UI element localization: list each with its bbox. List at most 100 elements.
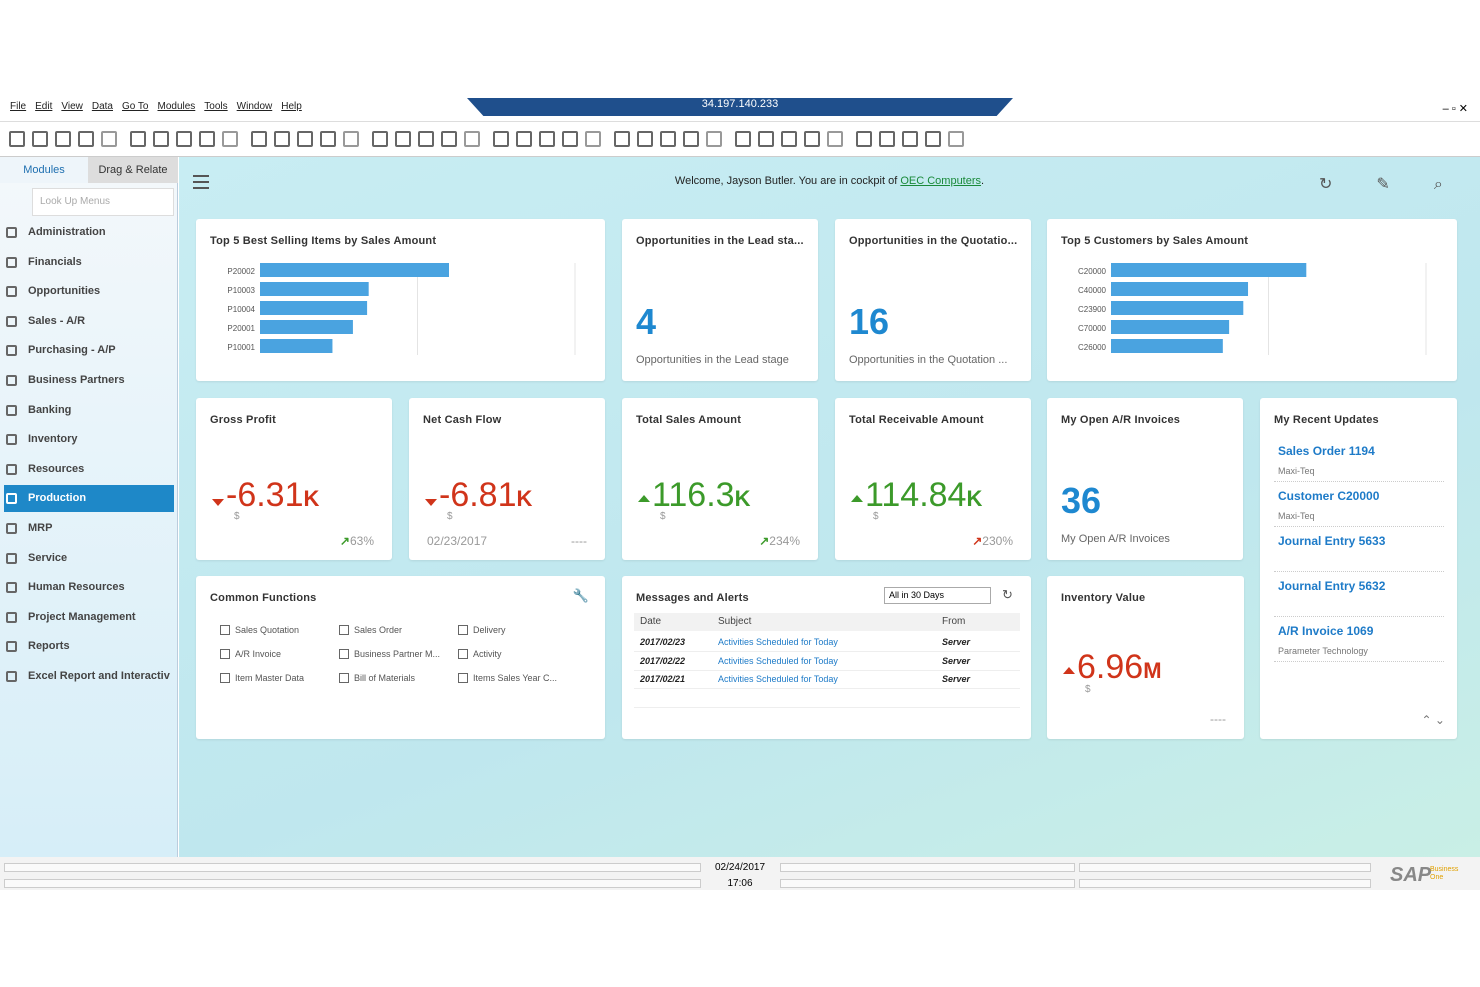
- update-title[interactable]: Journal Entry 5633: [1278, 534, 1386, 548]
- sidebar-tab[interactable]: Drag & Relate: [88, 157, 178, 183]
- module-item[interactable]: Reports: [4, 633, 174, 660]
- toolbar-icon[interactable]: [418, 131, 434, 147]
- settings-icon[interactable]: 🔧: [572, 588, 589, 603]
- function-link[interactable]: Bill of Materials: [339, 673, 415, 683]
- module-item[interactable]: Opportunities: [4, 278, 174, 305]
- module-item[interactable]: Service: [4, 545, 174, 572]
- function-link[interactable]: Sales Quotation: [220, 625, 299, 635]
- refresh[interactable]: ↻: [1002, 587, 1013, 602]
- menu-item[interactable]: Tools: [204, 101, 228, 112]
- function-link[interactable]: Items Sales Year C...: [458, 673, 557, 683]
- menu-toggle[interactable]: [193, 175, 209, 189]
- toolbar-icon[interactable]: [735, 131, 751, 147]
- function-link[interactable]: A/R Invoice: [220, 649, 281, 659]
- toolbar-icon[interactable]: [902, 131, 918, 147]
- module-item[interactable]: Purchasing - A/P: [4, 337, 174, 364]
- update-title[interactable]: A/R Invoice 1069: [1278, 624, 1374, 638]
- kpi-value: 114.84K: [851, 476, 982, 515]
- toolbar-icon[interactable]: [372, 131, 388, 147]
- toolbar-icon[interactable]: [758, 131, 774, 147]
- toolbar-icon[interactable]: [804, 131, 820, 147]
- menu-item[interactable]: Edit: [35, 101, 53, 112]
- toolbar-icon[interactable]: [130, 131, 146, 147]
- toolbar-icon[interactable]: [343, 131, 359, 147]
- module-item[interactable]: Inventory: [4, 426, 174, 453]
- toolbar-icon[interactable]: [683, 131, 699, 147]
- menu-item[interactable]: Help: [281, 101, 302, 112]
- module-item[interactable]: Banking: [4, 397, 174, 424]
- toolbar-icon[interactable]: [153, 131, 169, 147]
- module-item[interactable]: Sales - A/R: [4, 308, 174, 335]
- toolbar-icon[interactable]: [660, 131, 676, 147]
- toolbar-icon[interactable]: [274, 131, 290, 147]
- header-actions[interactable]: ↻✎⌕: [1319, 176, 1480, 193]
- toolbar-icon[interactable]: [539, 131, 555, 147]
- module-item[interactable]: Excel Report and Interactiv: [4, 663, 174, 690]
- menu-item[interactable]: Modules: [157, 101, 196, 112]
- bar: [260, 339, 333, 353]
- toolbar-icon[interactable]: [78, 131, 94, 147]
- toolbar-icon[interactable]: [9, 131, 25, 147]
- count-caption: Opportunities in the Quotation ...: [849, 354, 1008, 366]
- toolbar-icon[interactable]: [32, 131, 48, 147]
- toolbar-icon[interactable]: [199, 131, 215, 147]
- toolbar-icon[interactable]: [101, 131, 117, 147]
- sidebar-tab[interactable]: Modules: [0, 157, 88, 183]
- toolbar-icon[interactable]: [562, 131, 578, 147]
- toolbar-icon[interactable]: [297, 131, 313, 147]
- function-link[interactable]: Sales Order: [339, 625, 402, 635]
- toolbar-icon[interactable]: [493, 131, 509, 147]
- module-item[interactable]: Resources: [4, 456, 174, 483]
- function-link[interactable]: Activity: [458, 649, 502, 659]
- toolbar-icon[interactable]: [781, 131, 797, 147]
- function-link[interactable]: Business Partner M...: [339, 649, 440, 659]
- module-item[interactable]: Project Management: [4, 604, 174, 631]
- function-link[interactable]: Item Master Data: [220, 673, 304, 683]
- toolbar-icon[interactable]: [925, 131, 941, 147]
- company-link[interactable]: OEC Computers: [900, 175, 982, 187]
- menu-item[interactable]: Go To: [121, 101, 149, 112]
- toolbar-icon[interactable]: [320, 131, 336, 147]
- search-box[interactable]: Look Up Menus: [32, 188, 174, 216]
- update-title[interactable]: Customer C20000: [1278, 489, 1380, 503]
- toolbar-icon[interactable]: [176, 131, 192, 147]
- toolbar-icon[interactable]: [395, 131, 411, 147]
- toolbar-icon[interactable]: [879, 131, 895, 147]
- alert-link[interactable]: Activities Scheduled for Today: [718, 655, 838, 666]
- update-title[interactable]: Sales Order 1194: [1278, 444, 1375, 458]
- alert-link[interactable]: Activities Scheduled for Today: [718, 674, 838, 684]
- kpi-unit: K: [303, 486, 320, 511]
- module-item[interactable]: Business Partners: [4, 367, 174, 394]
- menu-item[interactable]: Data: [91, 101, 113, 112]
- toolbar-icon[interactable]: [441, 131, 457, 147]
- function-link[interactable]: Delivery: [458, 625, 506, 635]
- module-item[interactable]: Administration: [4, 219, 174, 246]
- welcome-text: Welcome, Jayson Butler. You are in cockp…: [674, 175, 901, 187]
- toolbar-icon[interactable]: [827, 131, 843, 147]
- menu-item[interactable]: File: [10, 101, 27, 112]
- module-item[interactable]: MRP: [4, 515, 174, 542]
- window-controls[interactable]: – ▫ ✕: [1442, 103, 1468, 115]
- module-item[interactable]: Human Resources: [4, 574, 174, 601]
- status-date: 02/24/2017: [714, 862, 766, 873]
- module-item[interactable]: Production: [4, 485, 174, 513]
- toolbar-icon[interactable]: [464, 131, 480, 147]
- scroll-arrows[interactable]: ⌃ ⌄: [1421, 713, 1445, 727]
- alert-link[interactable]: Activities Scheduled for Today: [718, 637, 838, 647]
- filter-select[interactable]: All in 30 Days: [884, 587, 991, 604]
- toolbar-icon[interactable]: [637, 131, 653, 147]
- module-item[interactable]: Financials: [4, 249, 174, 276]
- update-title[interactable]: Journal Entry 5632: [1278, 579, 1386, 593]
- toolbar-icon[interactable]: [251, 131, 267, 147]
- toolbar-icon[interactable]: [948, 131, 964, 147]
- menu-item[interactable]: View: [61, 101, 83, 112]
- toolbar-icon[interactable]: [585, 131, 601, 147]
- kpi-change: ----: [1210, 712, 1226, 726]
- toolbar-icon[interactable]: [856, 131, 872, 147]
- toolbar-icon[interactable]: [614, 131, 630, 147]
- toolbar-icon[interactable]: [516, 131, 532, 147]
- toolbar-icon[interactable]: [706, 131, 722, 147]
- menu-item[interactable]: Window: [236, 101, 273, 112]
- toolbar-icon[interactable]: [55, 131, 71, 147]
- toolbar-icon[interactable]: [222, 131, 238, 147]
